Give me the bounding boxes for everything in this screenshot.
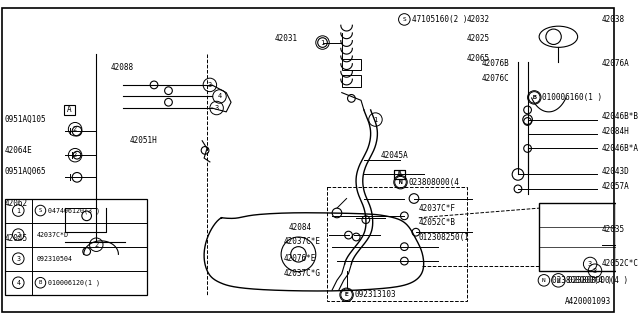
Text: 092310504: 092310504 <box>36 256 72 262</box>
Text: 023808000(4 ): 023808000(4 ) <box>552 276 612 285</box>
Text: A420001093: A420001093 <box>565 297 611 306</box>
Text: 3: 3 <box>593 268 597 274</box>
Text: 3: 3 <box>16 256 20 262</box>
Text: 047406120(3 ): 047406120(3 ) <box>48 207 100 214</box>
Text: 42062: 42062 <box>5 199 28 208</box>
Text: S: S <box>403 17 406 22</box>
Text: 42057A: 42057A <box>602 182 630 191</box>
Text: 1: 1 <box>373 116 378 123</box>
Text: 1: 1 <box>16 208 20 213</box>
Bar <box>394 170 405 179</box>
Text: 023808000(4 ): 023808000(4 ) <box>568 276 628 285</box>
Text: 42076C: 42076C <box>481 74 509 83</box>
Text: 42043D: 42043D <box>602 167 630 176</box>
Text: 2: 2 <box>73 152 77 158</box>
Text: 010006160(1 ): 010006160(1 ) <box>542 93 602 102</box>
Text: 4: 4 <box>218 93 221 100</box>
Text: 023808000(4: 023808000(4 <box>408 178 459 187</box>
Text: 012308250(1: 012308250(1 <box>419 233 470 242</box>
Text: N: N <box>399 180 403 185</box>
Text: 2: 2 <box>16 232 20 238</box>
Text: 42046B*B: 42046B*B <box>602 112 639 121</box>
Text: 42076*E: 42076*E <box>284 254 316 263</box>
Text: 47105160(2 ): 47105160(2 ) <box>412 15 468 24</box>
Bar <box>63 105 75 115</box>
Text: 42088: 42088 <box>111 63 134 72</box>
Text: 42076A: 42076A <box>602 59 630 68</box>
Text: 0951AQ065: 0951AQ065 <box>5 167 47 176</box>
Text: 3: 3 <box>214 105 219 111</box>
Bar <box>342 75 361 87</box>
Text: 1: 1 <box>321 40 324 45</box>
Bar <box>342 59 361 70</box>
Text: 42051H: 42051H <box>130 136 157 145</box>
Text: N: N <box>542 278 546 283</box>
Text: 42038: 42038 <box>602 15 625 24</box>
Text: 092313103: 092313103 <box>355 290 396 299</box>
Text: 42045A: 42045A <box>380 151 408 160</box>
Text: N: N <box>557 278 560 283</box>
Text: B: B <box>532 95 536 100</box>
Text: B: B <box>532 95 536 100</box>
Text: A: A <box>397 170 402 179</box>
Text: 42032: 42032 <box>467 15 490 24</box>
Text: 42035: 42035 <box>602 225 625 234</box>
Bar <box>5 198 147 295</box>
Text: 42084: 42084 <box>289 223 312 232</box>
Text: 3: 3 <box>588 261 592 267</box>
Text: 3: 3 <box>208 82 212 88</box>
Text: A: A <box>397 172 402 178</box>
Bar <box>394 170 405 179</box>
Bar <box>327 187 467 300</box>
Text: 42046B*A: 42046B*A <box>602 144 639 153</box>
Text: 42052C*B: 42052C*B <box>419 218 456 227</box>
Text: 42031: 42031 <box>275 34 298 43</box>
Text: 010006120(1 ): 010006120(1 ) <box>48 279 100 286</box>
Text: 42052C*C: 42052C*C <box>602 260 639 268</box>
Text: 42025: 42025 <box>467 34 490 43</box>
Text: B: B <box>39 280 42 285</box>
Text: 42037C*F: 42037C*F <box>419 204 456 212</box>
Text: 0951AQ105: 0951AQ105 <box>5 115 47 124</box>
Text: 42065: 42065 <box>467 54 490 63</box>
Text: 4: 4 <box>16 280 20 286</box>
Text: 2: 2 <box>94 242 99 248</box>
Text: 42064E: 42064E <box>5 146 33 155</box>
Text: E: E <box>345 292 348 297</box>
Text: 42037C*D: 42037C*D <box>36 232 68 238</box>
Text: 42084H: 42084H <box>602 127 630 136</box>
Text: N: N <box>399 180 403 185</box>
Text: 42076B: 42076B <box>481 59 509 68</box>
Bar <box>539 203 616 271</box>
Text: 42037C*E: 42037C*E <box>284 237 321 246</box>
Text: S: S <box>39 208 42 213</box>
Text: 42037C*G: 42037C*G <box>284 269 321 278</box>
Text: 2: 2 <box>73 126 77 132</box>
Text: E: E <box>345 292 348 297</box>
Text: A: A <box>67 105 72 115</box>
Text: 42045: 42045 <box>5 235 28 244</box>
